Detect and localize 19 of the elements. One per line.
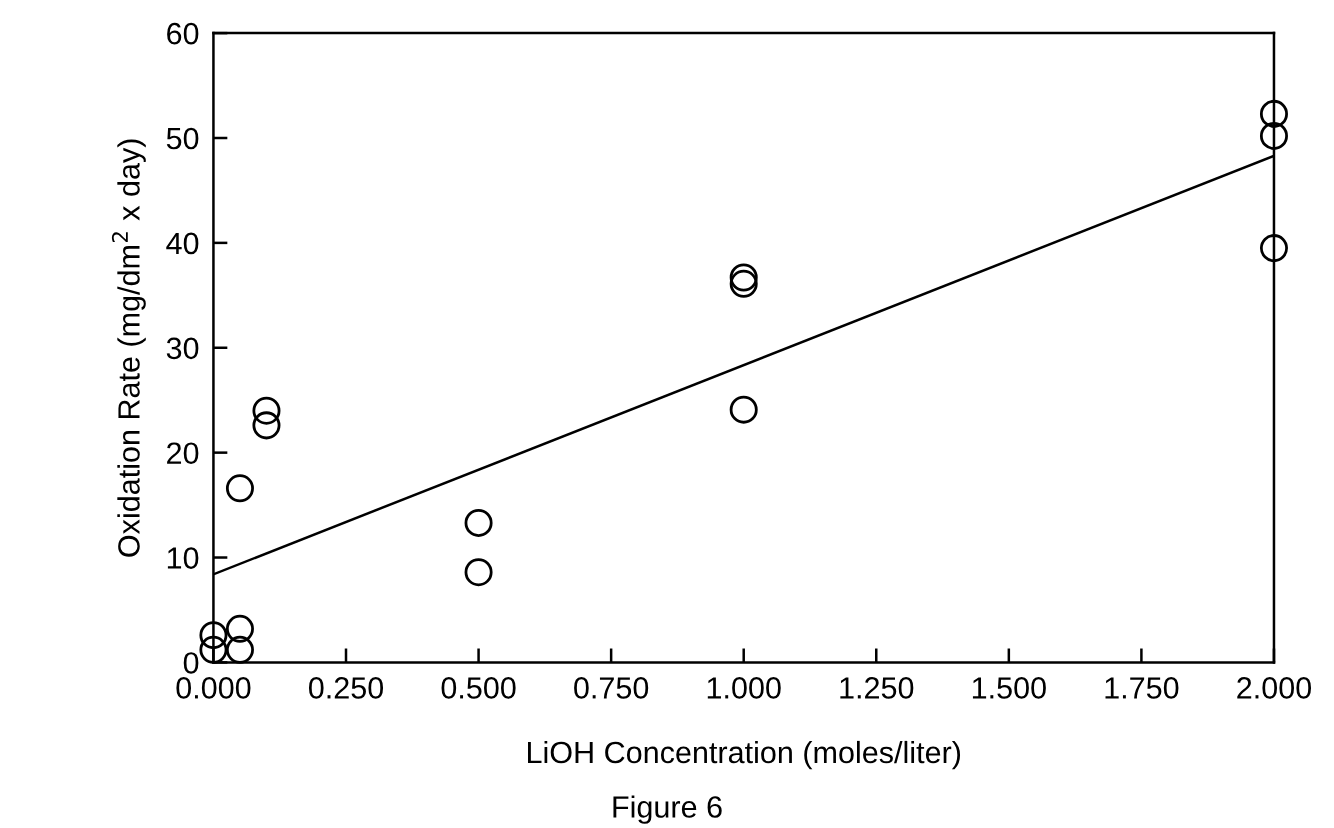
- y-tick-label: 60: [167, 22, 199, 45]
- y-tick-label: 0: [183, 652, 199, 674]
- y-tick-label: 20: [167, 442, 199, 465]
- x-tick-label: 1.000: [707, 677, 781, 699]
- x-tick-label: 0.500: [441, 677, 516, 699]
- y-axis-title: Oxidation Rate (mg/dm$^{2}$ x day): [111, 139, 146, 557]
- x-tick-label: 0.000: [176, 677, 251, 699]
- x-tick-label: 2.000: [1237, 677, 1312, 699]
- y-tick-label: 10: [167, 547, 199, 569]
- caption: Figure 6: [613, 795, 722, 824]
- x-tick-label: 0.250: [308, 677, 384, 699]
- y-tick-label: 30: [166, 337, 199, 360]
- x-tick-label: 1.750: [1105, 677, 1179, 699]
- y-tick-label: 40: [166, 232, 199, 255]
- y-tick-label: 50: [166, 127, 199, 150]
- x-axis-title: LiOH Concentration (moles/liter): [528, 740, 961, 770]
- x-tick-label: 1.500: [972, 677, 1046, 699]
- x-tick-label: 1.250: [840, 677, 914, 699]
- x-tick-label: 0.750: [574, 677, 649, 699]
